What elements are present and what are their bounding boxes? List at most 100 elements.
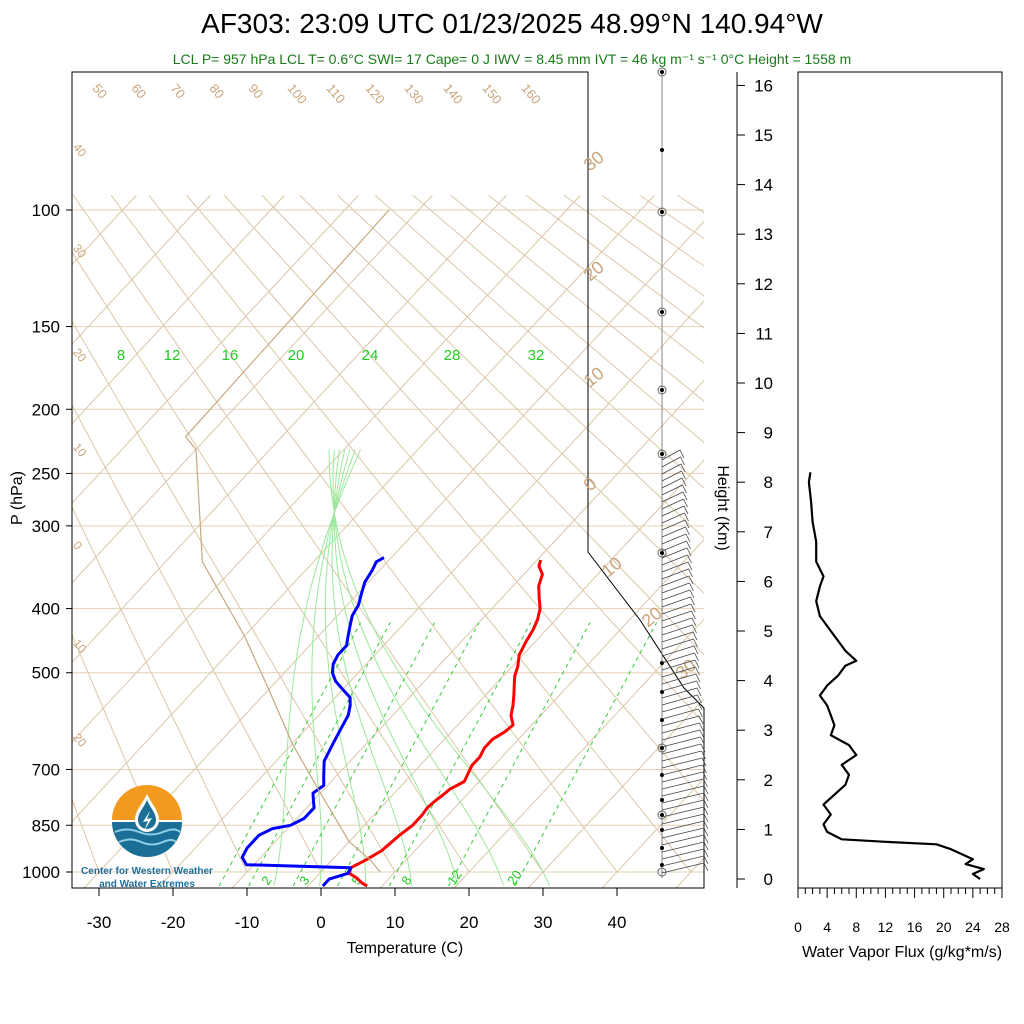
wind-level-dot — [660, 70, 664, 74]
wind-barb — [661, 463, 682, 475]
y-tick-label: 200 — [32, 400, 60, 419]
mixing-ratio-bottom-label: 3 — [296, 873, 312, 888]
dry-adiabat-line — [450, 194, 704, 402]
mixing-ratio-line — [248, 622, 391, 887]
wind-level-dot — [660, 863, 664, 867]
mixing-ratio-line — [388, 622, 532, 887]
dry-adiabat-line — [601, 194, 704, 267]
potential-temp-label: 50 — [89, 81, 110, 102]
wind-barb — [661, 456, 681, 468]
cw3e-logo: Center for Western Weather and Water Ext… — [72, 780, 222, 892]
dry-adiabat-line — [299, 194, 704, 595]
logo-text-line2: and Water Extremes — [99, 879, 195, 890]
logo-text-line1: Center for Western Weather — [81, 866, 213, 877]
isotherm-line — [83, 220, 704, 888]
wind-barb — [661, 561, 689, 573]
wind-barb — [661, 596, 691, 608]
isotherm-line — [72, 194, 655, 823]
height-tick-label: 2 — [764, 771, 773, 790]
wind-barb-feather — [702, 764, 707, 774]
potential-temp-label: 60 — [128, 81, 149, 102]
wind-barb — [661, 617, 693, 629]
dry-adiabat-line — [110, 194, 618, 873]
wind-barb — [661, 589, 691, 601]
potential-temp-label: 90 — [245, 81, 266, 102]
wind-barb — [661, 610, 692, 622]
height-tick-label: 5 — [764, 622, 773, 641]
wind-barb-feather — [680, 456, 685, 466]
wind-barb — [661, 729, 701, 741]
flux-panel-frame — [797, 71, 1003, 889]
y-tick-label: 850 — [32, 816, 60, 835]
wind-barb-feather — [689, 589, 695, 599]
wind-barb-feather — [679, 449, 685, 459]
flux-tick-label: 24 — [965, 919, 981, 935]
x-tick-label: 0 — [316, 913, 325, 932]
wind-barb-feather — [703, 813, 709, 823]
wind-barb-feather — [697, 701, 703, 711]
moist-adiabat-line — [324, 449, 367, 886]
wind-barb — [661, 799, 705, 811]
height-tick-label: 0 — [764, 870, 773, 889]
wind-level-dot — [660, 813, 664, 817]
height-tick-label: 16 — [754, 76, 773, 95]
wind-barb — [661, 771, 704, 783]
calm-wind-circle — [657, 810, 667, 820]
mixing-ratio-label: 32 — [528, 347, 545, 364]
height-tick-label: 13 — [754, 225, 773, 244]
wind-level-dot — [660, 210, 664, 214]
wind-barb-feather — [694, 659, 700, 669]
wind-barb — [661, 512, 685, 524]
wind-barb — [661, 652, 695, 664]
isotherm-line — [157, 300, 704, 888]
wind-barb — [661, 449, 681, 461]
calm-wind-circle — [657, 548, 667, 558]
y-tick-label: 400 — [32, 600, 60, 619]
wind-barb — [661, 743, 702, 755]
wind-barb — [661, 841, 705, 853]
wind-barb-feather — [688, 568, 693, 578]
wind-barb — [661, 491, 684, 503]
isotherm-label-right: 10 — [580, 363, 608, 391]
dry-adiabat-line — [639, 194, 704, 239]
wind-barb-feather — [681, 470, 686, 480]
flux-tick-label: 4 — [823, 919, 831, 935]
wind-barb-feather — [703, 785, 709, 795]
isotherm-line — [305, 459, 704, 888]
x-tick-label: 30 — [534, 913, 553, 932]
isotherm-line — [749, 195, 1024, 888]
wind-barb-feather — [703, 827, 709, 837]
isotherm-line — [0, 195, 62, 888]
mixing-ratio-line — [218, 622, 361, 887]
wind-barb — [661, 645, 695, 657]
isotherm-label-right: 20 — [580, 257, 608, 285]
mixing-ratio-label: 8 — [117, 347, 125, 364]
wind-barb-feather — [698, 708, 703, 718]
wind-barb-feather — [703, 778, 708, 788]
x-tick-label: -20 — [161, 913, 186, 932]
wind-barb — [661, 778, 704, 790]
isotherm-label-left: 10 — [70, 440, 90, 459]
wind-barb-feather — [687, 561, 693, 571]
wind-barb — [661, 631, 694, 643]
wind-barb — [661, 526, 686, 538]
height-tick-label: 10 — [754, 374, 773, 393]
wind-barb — [661, 498, 684, 510]
x-tick-label: -30 — [87, 913, 112, 932]
wind-barb — [661, 827, 705, 839]
logo-emblem — [112, 785, 182, 857]
wind-barb-feather — [699, 722, 704, 732]
wind-barb-feather — [685, 526, 690, 536]
wind-barb — [661, 470, 682, 482]
mixing-ratio-bottom-label: 8 — [398, 873, 414, 888]
wind-barb-feather — [692, 631, 698, 641]
wind-barb-feather — [684, 512, 689, 522]
flux-tick-label: 0 — [794, 919, 802, 935]
calm-wind-circle — [657, 743, 667, 753]
height-tick-label: 8 — [764, 473, 773, 492]
mixing-ratio-bottom-label: 20 — [504, 867, 525, 887]
isotherm-line — [527, 698, 704, 888]
wind-level-dot — [660, 388, 664, 392]
wind-level-dot — [660, 798, 664, 802]
